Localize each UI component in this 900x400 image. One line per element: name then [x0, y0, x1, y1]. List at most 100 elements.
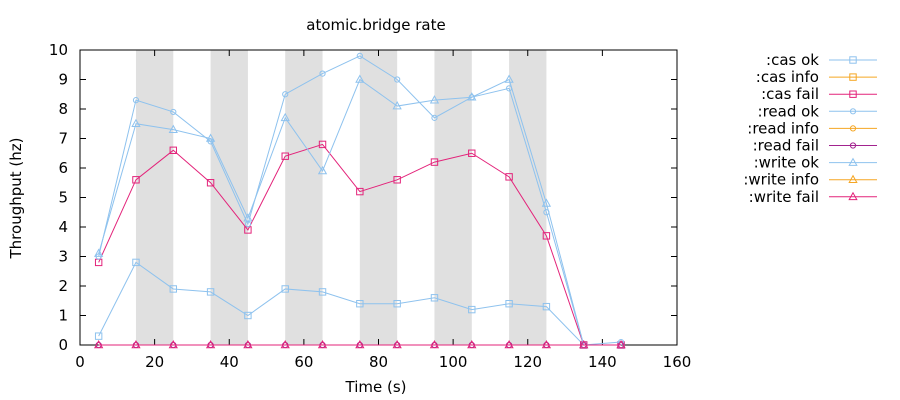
data-point-read-ok: [319, 70, 326, 77]
data-point-cas-fail: [468, 149, 476, 157]
y-tick-label: 6: [58, 159, 68, 177]
shaded-intervals: [135, 50, 547, 345]
shaded-band-0: [135, 50, 174, 345]
data-point-cas-fail: [542, 232, 551, 240]
data-point-read-ok: [394, 76, 401, 83]
legend-item-write-info: :write info: [743, 171, 877, 189]
data-point-write-fail: [541, 339, 552, 349]
data-point-write-fail: [243, 339, 253, 349]
shaded-band-5: [509, 50, 547, 345]
x-axis-label: Time (s): [345, 378, 407, 396]
y-tick-label: 2: [58, 277, 68, 295]
x-tick-label: 20: [145, 353, 164, 371]
x-tick-label: 120: [513, 353, 542, 371]
x-tick-label: 100: [439, 353, 468, 371]
legend-item-read-fail: :read fail: [753, 137, 877, 155]
data-point-read-ok: [282, 91, 289, 98]
legend-label: :write info: [743, 171, 819, 189]
data-point-cas-fail: [318, 140, 327, 149]
data-point-write-ok: [131, 118, 141, 128]
data-point-cas-ok: [244, 311, 252, 320]
x-tick-label: 160: [663, 353, 692, 371]
data-point-cas-fail: [356, 187, 364, 196]
data-point-cas-fail: [281, 152, 289, 160]
data-point-write-fail: [392, 339, 402, 349]
data-point-write-ok: [467, 92, 477, 101]
data-point-cas-fail: [206, 179, 215, 187]
data-point-read-ok: [170, 108, 177, 116]
y-tick-label: 4: [58, 218, 68, 236]
data-point-write-fail: [467, 339, 477, 349]
legend-marker: [849, 90, 857, 98]
legend-marker: [849, 108, 857, 115]
series-line-read-ok: [98, 55, 622, 346]
y-tick-label: 9: [58, 71, 68, 89]
data-point-write-ok: [280, 112, 290, 122]
data-point-cas-ok: [318, 288, 327, 296]
y-tick-label: 3: [58, 248, 68, 266]
data-point-read-ok: [132, 97, 140, 104]
data-point-write-ok: [94, 248, 104, 257]
x-tick-label: 80: [369, 353, 388, 371]
data-point-write-fail: [616, 339, 626, 349]
data-point-cas-ok: [132, 258, 140, 267]
x-tick-label: 60: [294, 353, 313, 371]
x-tick-label: 40: [220, 353, 239, 371]
data-point-cas-fail: [393, 176, 401, 184]
data-point-write-fail: [280, 339, 290, 349]
legend-marker: [849, 73, 857, 81]
legend-marker: [849, 56, 857, 64]
data-point-read-ok: [431, 114, 438, 121]
y-tick-label: 1: [58, 307, 68, 325]
series-layer: [94, 52, 626, 349]
legend-label: :cas info: [756, 68, 819, 86]
data-point-write-ok: [392, 101, 402, 110]
y-tick-label: 0: [58, 336, 68, 354]
data-point-write-ok: [504, 74, 514, 83]
data-point-cas-ok: [505, 300, 513, 308]
legend-label: :write ok: [754, 154, 820, 172]
data-point-write-fail: [504, 339, 514, 349]
legend-item-read-info: :read info: [747, 119, 877, 137]
data-point-read-ok: [356, 52, 363, 60]
data-point-cas-ok: [430, 294, 439, 302]
y-tick-label: 8: [58, 100, 68, 118]
legend-item-write-ok: :write ok: [754, 154, 877, 172]
x-tick-label: 140: [588, 353, 617, 371]
legend-marker: [848, 157, 858, 166]
legend-marker: [849, 125, 857, 132]
data-point-write-fail: [317, 339, 328, 349]
shaded-band-3: [359, 50, 398, 345]
legend-item-cas-ok: :cas ok: [766, 51, 877, 69]
legend-marker: [848, 191, 858, 201]
shaded-band-2: [285, 50, 323, 345]
series-line-cas-ok: [98, 261, 622, 346]
data-point-write-fail: [579, 339, 589, 349]
y-tick-label: 5: [58, 189, 68, 207]
legend-item-read-ok: :read ok: [758, 102, 877, 120]
y-axis-label: Throughput (hz): [7, 138, 25, 260]
data-point-write-ok: [243, 213, 253, 222]
data-point-cas-ok: [206, 288, 215, 296]
shaded-band-4: [434, 50, 472, 345]
series-line-cas-fail: [98, 143, 622, 346]
legend-item-write-fail: :write fail: [749, 188, 877, 206]
data-point-write-fail: [429, 339, 440, 349]
data-point-write-fail: [355, 339, 365, 349]
legend-label: :read ok: [758, 102, 820, 120]
x-tick-label: 0: [75, 353, 85, 371]
chart-title: atomic.bridge rate: [306, 16, 445, 34]
data-point-cas-ok: [468, 305, 476, 314]
data-point-write-ok: [317, 165, 328, 175]
legend-label: :cas fail: [761, 85, 819, 103]
data-point-cas-ok: [281, 285, 289, 293]
y-tick-label: 10: [49, 41, 68, 59]
data-point-write-fail: [94, 339, 104, 349]
data-point-write-fail: [205, 339, 216, 349]
legend-label: :write fail: [749, 188, 819, 206]
legend-label: :read info: [747, 119, 819, 137]
legend-label: :read fail: [753, 137, 819, 155]
shaded-band-1: [210, 50, 248, 345]
legend-marker: [848, 174, 858, 183]
data-point-cas-fail: [132, 176, 140, 184]
